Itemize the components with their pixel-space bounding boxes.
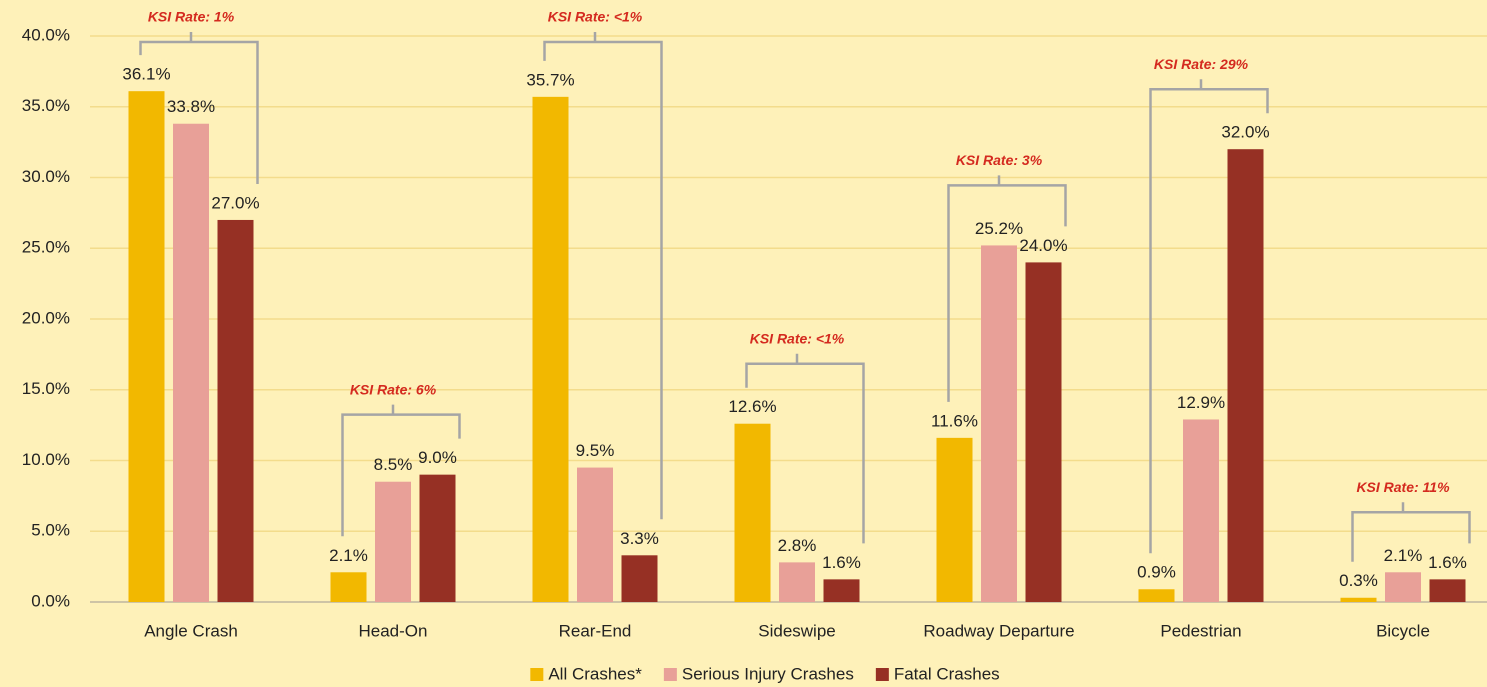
y-tick-label: 0.0% bbox=[31, 591, 70, 610]
legend-swatch bbox=[530, 668, 544, 681]
value-label: 8.5% bbox=[374, 455, 413, 474]
x-tick-label: Angle Crash bbox=[144, 621, 238, 640]
y-tick-label: 20.0% bbox=[22, 308, 70, 327]
annotation-bracket bbox=[1351, 502, 1471, 562]
bar bbox=[1385, 572, 1421, 602]
bar bbox=[936, 437, 973, 602]
value-label: 2.1% bbox=[1384, 546, 1423, 565]
x-tick-label: Bicycle bbox=[1376, 621, 1430, 640]
bar bbox=[375, 481, 411, 602]
bar bbox=[1227, 149, 1264, 602]
bar bbox=[577, 467, 613, 602]
x-tick-label: Sideswipe bbox=[758, 621, 836, 640]
bar bbox=[217, 219, 254, 602]
annotation: KSI Rate: 6% bbox=[350, 381, 437, 397]
annotation-bracket bbox=[543, 32, 663, 520]
y-tick-label: 10.0% bbox=[22, 450, 70, 469]
value-label: 35.7% bbox=[526, 70, 574, 89]
bar bbox=[532, 96, 569, 602]
annotation-bracket bbox=[947, 175, 1067, 402]
bar bbox=[419, 474, 456, 602]
value-label: 2.1% bbox=[329, 546, 368, 565]
bar bbox=[734, 423, 771, 602]
y-tick-label: 25.0% bbox=[22, 238, 70, 257]
annotation-bracket bbox=[745, 353, 865, 544]
value-label: 9.5% bbox=[576, 441, 615, 460]
value-label: 11.6% bbox=[931, 411, 978, 430]
bar bbox=[779, 562, 815, 602]
bar bbox=[330, 572, 367, 602]
value-label: 0.3% bbox=[1339, 571, 1378, 590]
annotation: KSI Rate: <1% bbox=[548, 9, 643, 25]
bar bbox=[128, 91, 165, 602]
annotation-bracket bbox=[341, 404, 461, 537]
value-label: 24.0% bbox=[1019, 236, 1067, 255]
value-label: 1.6% bbox=[1428, 553, 1467, 572]
y-tick-label: 15.0% bbox=[22, 379, 70, 398]
x-tick-label: Pedestrian bbox=[1160, 621, 1241, 640]
legend-swatch bbox=[875, 668, 889, 681]
legend-label: All Crashes* bbox=[548, 664, 642, 683]
y-tick-label: 40.0% bbox=[22, 25, 70, 44]
value-label: 1.6% bbox=[822, 553, 861, 572]
legend-label: Fatal Crashes bbox=[894, 664, 1000, 683]
value-label: 12.6% bbox=[728, 397, 776, 416]
annotation-bracket bbox=[1149, 79, 1269, 554]
value-label: 9.0% bbox=[418, 448, 457, 467]
y-tick-label: 30.0% bbox=[22, 167, 70, 186]
annotation-bracket bbox=[139, 32, 259, 184]
x-tick-label: Head-On bbox=[359, 621, 428, 640]
annotation: KSI Rate: 1% bbox=[148, 9, 235, 25]
annotation: KSI Rate: 11% bbox=[1356, 479, 1450, 495]
x-tick-label: Roadway Departure bbox=[923, 621, 1074, 640]
y-tick-label: 35.0% bbox=[22, 96, 70, 115]
value-label: 0.9% bbox=[1137, 563, 1176, 582]
value-label: 25.2% bbox=[975, 219, 1023, 238]
y-tick-label: 5.0% bbox=[31, 521, 70, 540]
value-label: 33.8% bbox=[167, 97, 215, 116]
bar bbox=[1429, 579, 1466, 602]
bar bbox=[173, 123, 209, 602]
bar bbox=[1025, 262, 1062, 602]
bar bbox=[1138, 589, 1175, 602]
x-tick-label: Rear-End bbox=[559, 621, 632, 640]
bar bbox=[621, 555, 658, 602]
value-label: 36.1% bbox=[122, 65, 170, 84]
value-label: 12.9% bbox=[1177, 393, 1225, 412]
annotation: KSI Rate: 3% bbox=[956, 152, 1043, 168]
legend-label: Serious Injury Crashes bbox=[682, 664, 854, 683]
value-label: 2.8% bbox=[778, 536, 817, 555]
annotation: KSI Rate: <1% bbox=[750, 330, 845, 346]
value-label: 3.3% bbox=[620, 529, 659, 548]
value-label: 32.0% bbox=[1221, 123, 1269, 142]
bar bbox=[981, 245, 1017, 603]
annotation: KSI Rate: 29% bbox=[1154, 56, 1249, 72]
value-label: 27.0% bbox=[211, 193, 259, 212]
legend-swatch bbox=[663, 668, 677, 681]
bar bbox=[1340, 597, 1377, 602]
bar bbox=[823, 579, 860, 602]
bar bbox=[1183, 419, 1219, 602]
